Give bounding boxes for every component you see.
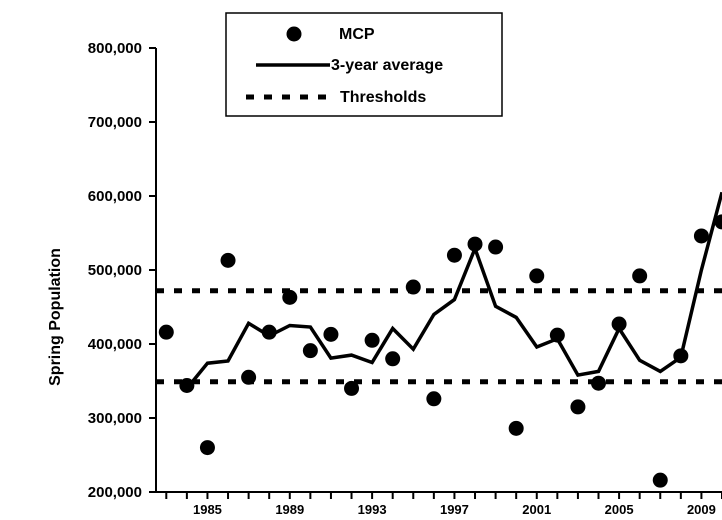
mcp-point <box>570 399 586 415</box>
mcp-point <box>673 348 689 364</box>
mcp-point <box>488 239 504 255</box>
mcp-point <box>611 316 627 332</box>
mcp-point <box>591 375 607 391</box>
mcp-point <box>364 332 380 348</box>
mcp-point <box>199 440 215 456</box>
x-tick-label: 1993 <box>358 502 387 517</box>
y-tick-label: 400,000 <box>88 336 142 353</box>
mcp-point <box>652 472 668 488</box>
x-tick-label: 2001 <box>522 502 551 517</box>
y-tick-label: 600,000 <box>88 188 142 205</box>
y-ticks: 200,000 300,000 400,000 500,000 600,000 700,0… <box>88 40 156 501</box>
legend: MCP 3-year average Thresholds <box>225 12 503 117</box>
mcp-point <box>426 391 442 407</box>
mcp-point <box>405 279 421 295</box>
mcp-points <box>158 214 722 488</box>
mcp-point <box>344 380 360 396</box>
mcp-point <box>241 369 257 385</box>
x-tick-label: 1989 <box>275 502 304 517</box>
x-tick-label: 1985 <box>193 502 222 517</box>
mcp-point <box>446 247 462 263</box>
mcp-point <box>220 252 236 268</box>
mcp-point <box>261 324 277 340</box>
legend-average-label: 3-year average <box>331 57 443 74</box>
x-tick-label: 2009 <box>687 502 716 517</box>
mcp-point <box>158 324 174 340</box>
y-tick-label: 500,000 <box>88 262 142 279</box>
y-tick-label: 700,000 <box>88 114 142 131</box>
x-tick-label: 2005 <box>605 502 634 517</box>
mcp-point <box>549 327 565 343</box>
mcp-point <box>632 268 648 284</box>
legend-thresholds-label: Thresholds <box>340 89 426 106</box>
mcp-point <box>179 377 195 393</box>
mcp-point <box>302 343 318 359</box>
mcp-point <box>385 351 401 367</box>
mcp-point <box>467 236 483 252</box>
mcp-point <box>508 420 524 436</box>
legend-mcp-marker <box>286 26 302 42</box>
mcp-point <box>693 228 709 244</box>
y-tick-label: 800,000 <box>88 40 142 57</box>
y-tick-label: 200,000 <box>88 484 142 501</box>
legend-mcp-label: MCP <box>339 26 375 43</box>
mcp-point <box>714 214 722 230</box>
mcp-point <box>282 289 298 305</box>
mcp-point <box>323 326 339 342</box>
y-axis-title: Spring Population <box>47 248 64 386</box>
y-tick-label: 300,000 <box>88 410 142 427</box>
x-ticks: 1985 1989 1993 1997 2001 2005 2009 <box>165 492 722 517</box>
mcp-point <box>529 268 545 284</box>
x-tick-label: 1997 <box>440 502 469 517</box>
